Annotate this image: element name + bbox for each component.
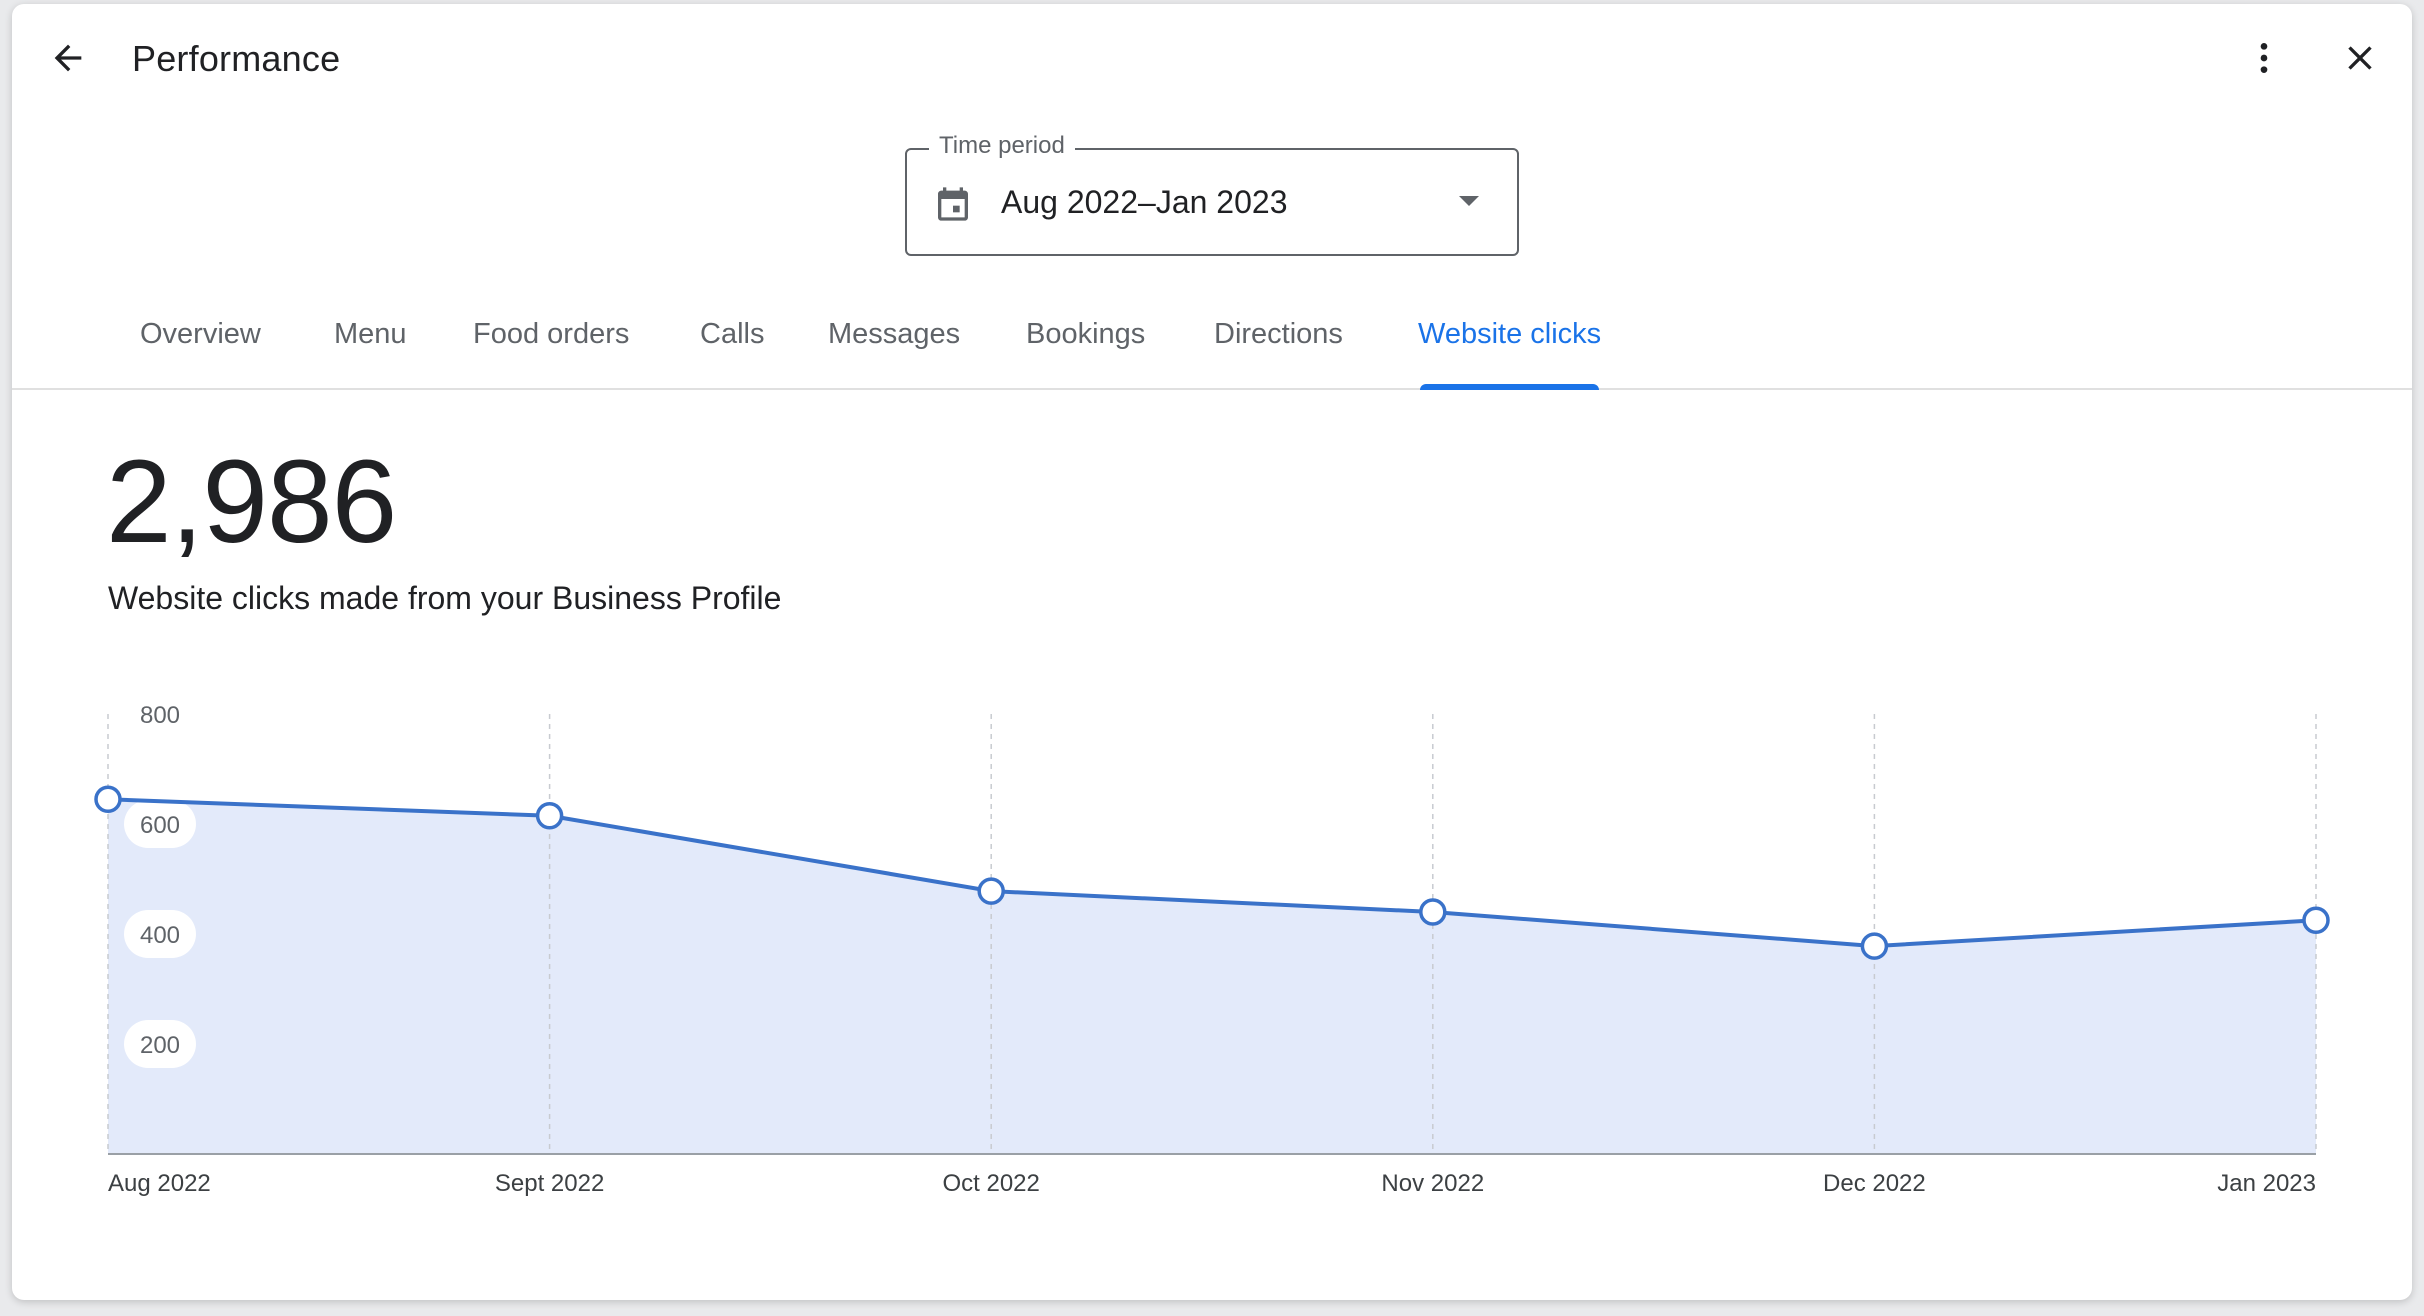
- back-button[interactable]: [40, 30, 96, 86]
- tab-overview[interactable]: Overview: [140, 318, 261, 388]
- tab-label: Menu: [334, 318, 407, 350]
- time-period-value: Aug 2022–Jan 2023: [1001, 184, 1288, 220]
- calendar-icon: [938, 187, 968, 221]
- data-point: [977, 877, 1005, 905]
- close-button[interactable]: [2336, 34, 2384, 82]
- tab-bar: Overview Menu Food orders Calls Messages…: [12, 304, 2412, 390]
- y-tick-pill: [124, 910, 196, 958]
- time-period-label: Time period: [929, 132, 1075, 160]
- y-tick-label: 600: [140, 812, 180, 839]
- tab-calls[interactable]: Calls: [700, 318, 764, 388]
- tab-messages[interactable]: Messages: [828, 318, 960, 388]
- more-vert-icon: [2260, 43, 2268, 73]
- header: Performance: [12, 4, 2412, 116]
- y-tick-label: 400: [140, 922, 180, 949]
- tab-label: Calls: [700, 318, 765, 350]
- page-title: Performance: [132, 38, 341, 79]
- tab-label: Overview: [140, 318, 261, 350]
- tab-label: Food orders: [473, 318, 630, 350]
- arrow-back-icon: [54, 44, 82, 72]
- tab-directions[interactable]: Directions: [1214, 318, 1343, 388]
- metric-description: Website clicks made from your Business P…: [108, 580, 782, 616]
- tab-website-clicks[interactable]: Website clicks: [1418, 318, 1602, 390]
- x-tick-label: Jan 2023: [2217, 1170, 2316, 1197]
- x-tick-label: Aug 2022: [108, 1170, 211, 1197]
- series-line: [107, 797, 2317, 949]
- y-tick-pill: [124, 800, 196, 848]
- close-icon: [2348, 46, 2372, 70]
- tab-menu[interactable]: Menu: [334, 318, 407, 388]
- data-point: [1419, 898, 1447, 926]
- tab-bookings[interactable]: Bookings: [1026, 318, 1145, 388]
- x-tick-label: Sept 2022: [495, 1170, 604, 1197]
- data-point: [535, 802, 564, 830]
- data-point: [1860, 932, 1889, 960]
- time-period-select[interactable]: Time period Aug 2022–Jan 2023: [905, 132, 1519, 256]
- x-tick-label: Oct 2022: [942, 1170, 1039, 1197]
- y-tick-label: 200: [140, 1032, 180, 1059]
- tab-label: Website clicks: [1418, 318, 1602, 350]
- metric-value: 2,986: [106, 436, 397, 568]
- more-options-button[interactable]: [2240, 34, 2288, 82]
- y-tick-label: 800: [140, 702, 180, 729]
- dropdown-arrow-icon: [1459, 196, 1479, 206]
- y-tick-pill: [124, 1020, 196, 1068]
- data-point: [2302, 906, 2330, 934]
- performance-panel: Performance Time period Aug 2022–Jan 202…: [12, 4, 2412, 1300]
- tab-label: Messages: [828, 318, 961, 350]
- website-clicks-chart: 200 400 600 800 Aug 2022 Sept 2022 Oct 2022 Nov…: [94, 702, 2330, 1197]
- x-tick-label: Dec 2022: [1823, 1170, 1926, 1197]
- tab-label: Directions: [1214, 318, 1343, 350]
- chart-area: [108, 799, 2316, 1154]
- active-tab-indicator: [1420, 384, 1600, 390]
- x-tick-label: Nov 2022: [1381, 1170, 1484, 1197]
- data-point: [94, 785, 122, 813]
- tab-food-orders[interactable]: Food orders: [473, 318, 629, 388]
- tab-label: Bookings: [1026, 318, 1146, 350]
